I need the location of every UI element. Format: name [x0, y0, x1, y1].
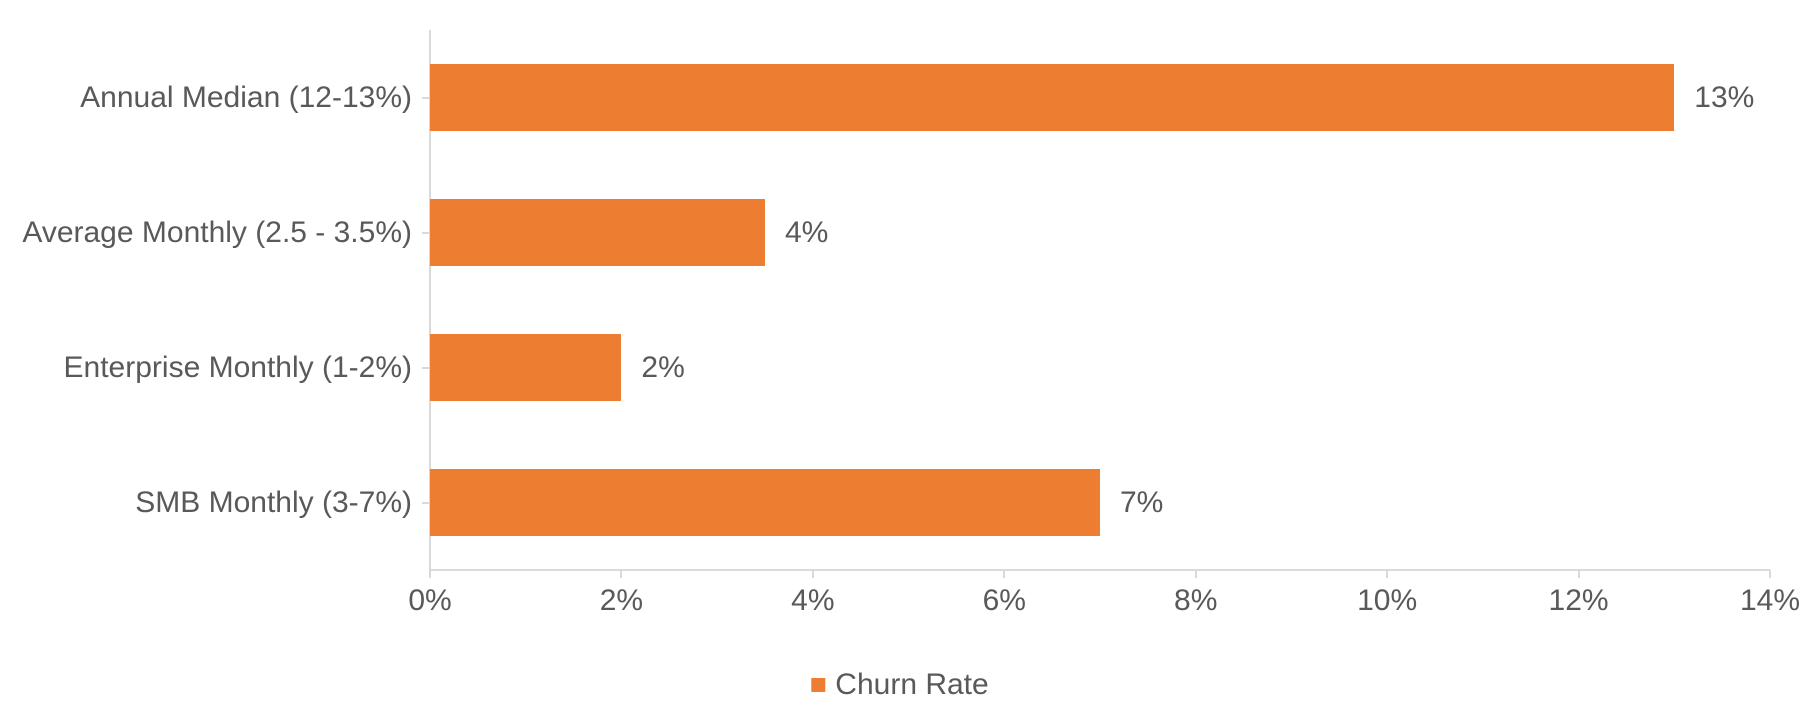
legend-swatch	[811, 678, 825, 692]
bar	[430, 199, 765, 267]
y-tick-label: Average Monthly (2.5 - 3.5%)	[22, 216, 412, 250]
x-tick-label: 14%	[1740, 584, 1800, 618]
bar-data-label: 4%	[785, 216, 828, 250]
x-tick-mark	[1769, 570, 1771, 578]
bar-data-label: 13%	[1694, 81, 1754, 115]
x-tick-label: 2%	[600, 584, 643, 618]
bar	[430, 64, 1674, 132]
x-tick-mark	[1578, 570, 1580, 578]
x-tick-label: 8%	[1174, 584, 1217, 618]
y-tick-label: Enterprise Monthly (1-2%)	[64, 351, 412, 385]
y-tick-mark	[422, 502, 430, 504]
y-tick-label: SMB Monthly (3-7%)	[135, 486, 412, 520]
x-tick-label: 6%	[983, 584, 1026, 618]
x-tick-mark	[1195, 570, 1197, 578]
legend-label: Churn Rate	[835, 668, 988, 702]
x-tick-mark	[429, 570, 431, 578]
legend: Churn Rate	[811, 668, 988, 702]
bar	[430, 469, 1100, 537]
bar	[430, 334, 621, 402]
bar-data-label: 2%	[641, 351, 684, 385]
x-tick-label: 10%	[1357, 584, 1417, 618]
y-tick-mark	[422, 232, 430, 234]
x-tick-mark	[1003, 570, 1005, 578]
x-tick-mark	[620, 570, 622, 578]
x-tick-label: 0%	[408, 584, 451, 618]
x-tick-label: 4%	[791, 584, 834, 618]
churn-rate-chart: Churn Rate 0% 2% 4% 6% 8% 10% 12% 14% Annual Med…	[0, 0, 1800, 722]
x-axis-line	[430, 569, 1770, 571]
bar-data-label: 7%	[1120, 486, 1163, 520]
y-tick-label: Annual Median (12-13%)	[80, 81, 412, 115]
y-tick-mark	[422, 97, 430, 99]
x-tick-mark	[1386, 570, 1388, 578]
x-tick-label: 12%	[1549, 584, 1609, 618]
x-tick-mark	[812, 570, 814, 578]
y-tick-mark	[422, 367, 430, 369]
